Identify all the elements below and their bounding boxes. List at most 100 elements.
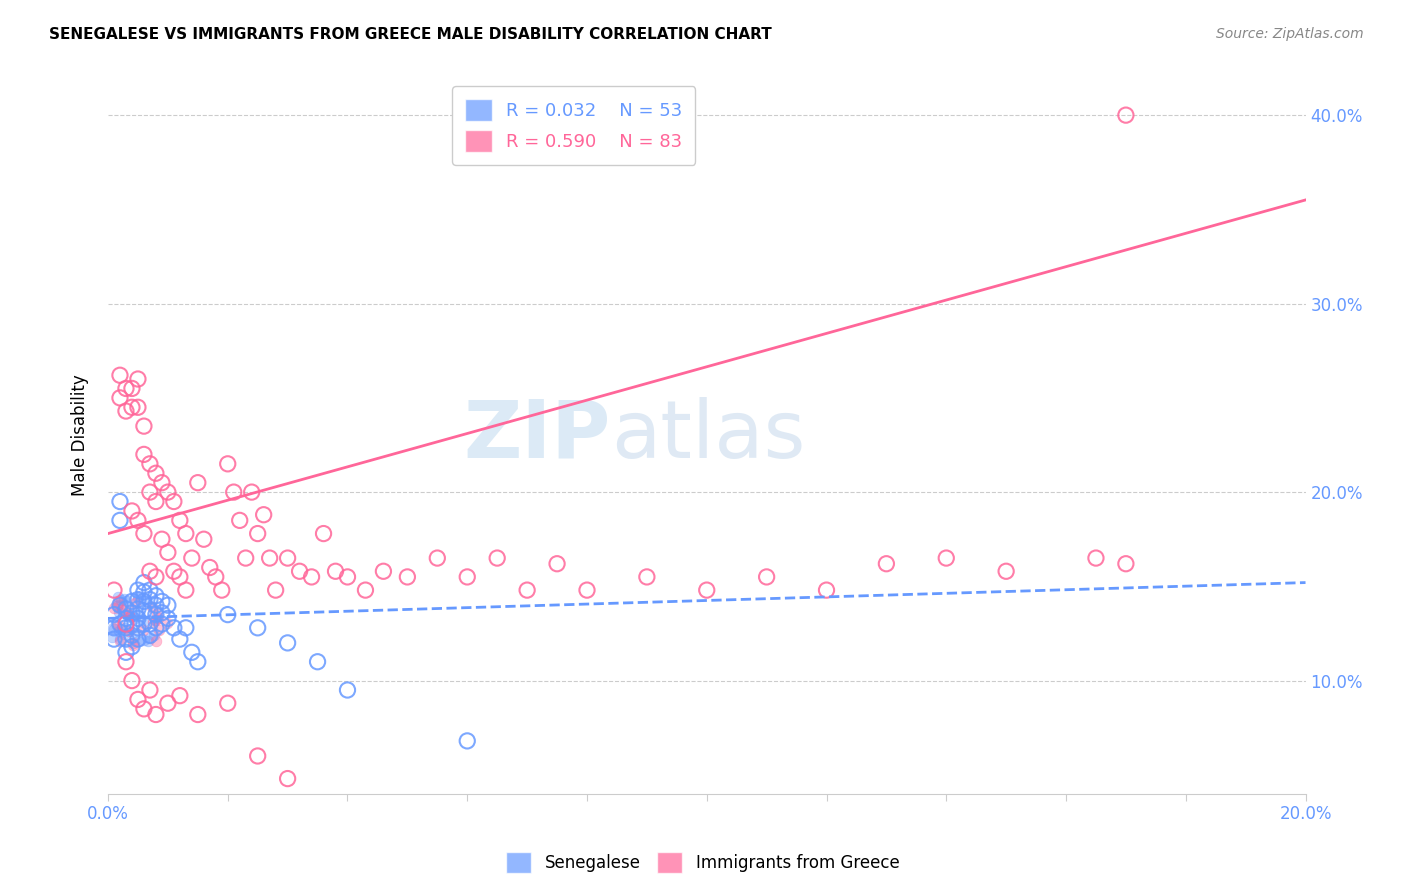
Point <box>169 632 191 647</box>
Point <box>108 513 131 527</box>
Point <box>246 749 269 764</box>
Point <box>150 594 173 608</box>
Point <box>121 381 143 395</box>
Point <box>325 564 347 578</box>
Point <box>187 475 209 490</box>
Point <box>163 564 186 578</box>
Point <box>115 617 138 632</box>
Point <box>174 526 197 541</box>
Point <box>127 621 149 635</box>
Point <box>156 611 179 625</box>
Point <box>875 557 897 571</box>
Point <box>139 457 162 471</box>
Point <box>132 447 155 461</box>
Point <box>145 598 167 612</box>
Point <box>127 692 149 706</box>
Point <box>124 596 146 610</box>
Point <box>127 591 149 606</box>
Point <box>132 632 155 647</box>
Point <box>127 602 149 616</box>
Point <box>336 570 359 584</box>
Point <box>145 494 167 508</box>
Point <box>114 603 136 617</box>
Point <box>132 702 155 716</box>
Point <box>150 533 173 547</box>
Point <box>121 607 143 622</box>
Point <box>1115 557 1137 571</box>
Point <box>103 632 125 647</box>
Point <box>132 585 155 599</box>
Point <box>354 583 377 598</box>
Point <box>115 404 138 418</box>
Point <box>180 551 202 566</box>
Point <box>127 632 149 647</box>
Point <box>246 621 269 635</box>
Point <box>120 610 142 624</box>
Point <box>132 623 155 637</box>
Point <box>132 617 155 632</box>
Point <box>259 551 281 566</box>
Point <box>108 605 131 619</box>
Point <box>148 623 170 637</box>
Point <box>101 630 124 644</box>
Point <box>150 606 173 620</box>
Point <box>145 613 167 627</box>
Point <box>114 621 136 635</box>
Point <box>110 593 132 607</box>
Point <box>187 707 209 722</box>
Point <box>145 467 167 481</box>
Point <box>139 604 162 618</box>
Point <box>142 628 165 642</box>
Point <box>150 475 173 490</box>
Point <box>108 368 131 383</box>
Point <box>156 615 179 630</box>
Point <box>132 615 155 629</box>
Point <box>180 645 202 659</box>
Point <box>145 621 167 635</box>
Point <box>103 621 125 635</box>
Point <box>198 560 221 574</box>
Point <box>1115 108 1137 122</box>
Point <box>145 607 167 622</box>
Point <box>373 564 395 578</box>
Point <box>145 633 167 648</box>
Point <box>121 673 143 688</box>
Point <box>235 551 257 566</box>
Point <box>139 583 162 598</box>
Point <box>135 592 157 607</box>
Point <box>546 557 568 571</box>
Point <box>132 594 155 608</box>
Point <box>121 617 143 632</box>
Point <box>132 526 155 541</box>
Point <box>121 594 143 608</box>
Point <box>112 627 135 641</box>
Point <box>995 564 1018 578</box>
Point <box>139 617 162 632</box>
Point <box>211 583 233 598</box>
Legend: R = 0.032    N = 53, R = 0.590    N = 83: R = 0.032 N = 53, R = 0.590 N = 83 <box>453 87 696 165</box>
Point <box>108 632 131 646</box>
Point <box>132 419 155 434</box>
Point <box>117 607 139 622</box>
Point <box>127 592 149 607</box>
Point <box>115 645 138 659</box>
Point <box>307 655 329 669</box>
Point <box>277 772 299 786</box>
Point <box>301 570 323 584</box>
Point <box>246 526 269 541</box>
Point <box>107 598 129 612</box>
Point <box>636 570 658 584</box>
Text: ZIP: ZIP <box>464 397 612 475</box>
Point <box>117 593 139 607</box>
Point <box>217 457 239 471</box>
Point <box>146 611 169 625</box>
Point <box>146 607 169 622</box>
Point <box>456 570 478 584</box>
Point <box>122 636 145 650</box>
Point <box>145 707 167 722</box>
Point <box>108 617 131 632</box>
Point <box>696 583 718 598</box>
Point <box>156 598 179 612</box>
Point <box>127 611 149 625</box>
Point <box>815 583 838 598</box>
